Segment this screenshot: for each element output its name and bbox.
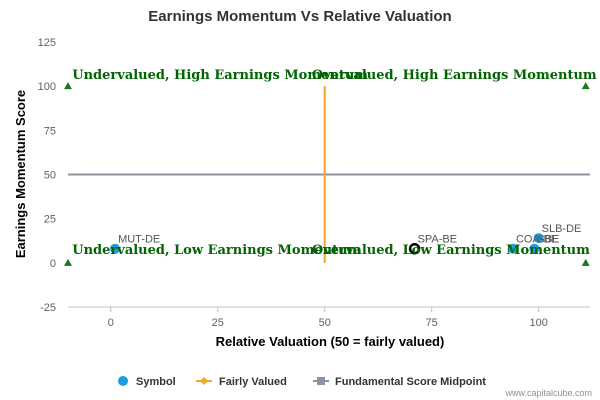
credit-text: www.capitalcube.com	[504, 388, 592, 398]
plot-area: -25 0 25 50 75 100 125 0 25 50 75 100 MUT-DE SPA-BE CO…	[38, 37, 597, 329]
quadrant-marker	[581, 82, 590, 90]
x-tick-label: 0	[108, 317, 114, 329]
quadrant-annotation: Undervalued, Low Earnings Momentum	[72, 243, 361, 258]
y-tick-label: 100	[38, 81, 56, 93]
legend-fairly-valued-label[interactable]: Fairly Valued	[219, 376, 287, 388]
legend: Symbol Fairly Valued Fundamental Score Mid…	[118, 376, 486, 388]
legend-midpoint-marker	[317, 377, 325, 385]
y-tick-label: -25	[40, 302, 56, 314]
chart-title: Earnings Momentum Vs Relative Valuation	[148, 8, 451, 25]
x-tick-label: 75	[426, 317, 438, 329]
y-tick-label: 125	[38, 37, 56, 49]
x-tick-label: 100	[529, 317, 547, 329]
point-label: COA-BE	[516, 234, 558, 246]
quadrant-annotation: Undervalued, High Earnings Momentum	[72, 68, 368, 83]
data-point[interactable]	[408, 242, 421, 255]
point-label: SLB-DE	[542, 223, 582, 235]
legend-symbol-marker	[118, 376, 128, 386]
x-tick-label: 25	[212, 317, 224, 329]
point-label: SBE	[537, 234, 559, 246]
x-axis-title: Relative Valuation (50 = fairly valued)	[216, 334, 445, 349]
legend-midpoint-label[interactable]: Fundamental Score Midpoint	[335, 376, 486, 388]
y-tick-label: 0	[50, 258, 56, 270]
data-point[interactable]	[110, 243, 121, 254]
point-label: SPA-BE	[418, 234, 458, 246]
point-label: MUT-DE	[118, 234, 160, 246]
x-tick-label: 50	[319, 317, 331, 329]
legend-symbol-label[interactable]: Symbol	[136, 376, 176, 388]
y-tick-label: 75	[44, 125, 56, 137]
y-axis-title: Earnings Momentum Score	[13, 90, 28, 258]
legend-fairly-valued-marker	[200, 377, 208, 385]
quadrant-marker	[64, 258, 72, 266]
y-tick-label: 50	[44, 170, 56, 182]
quadrant-marker	[64, 82, 72, 90]
quadrant-marker	[581, 258, 590, 266]
y-tick-label: 25	[44, 214, 56, 226]
quadrant-annotation: Overvalued, High Earnings Momentum	[312, 68, 597, 83]
data-point[interactable]	[507, 243, 518, 254]
data-point[interactable]	[533, 233, 544, 244]
quadrant-annotation: Overvalued, Low Earnings Momentum	[312, 243, 590, 258]
data-point[interactable]	[529, 243, 540, 254]
